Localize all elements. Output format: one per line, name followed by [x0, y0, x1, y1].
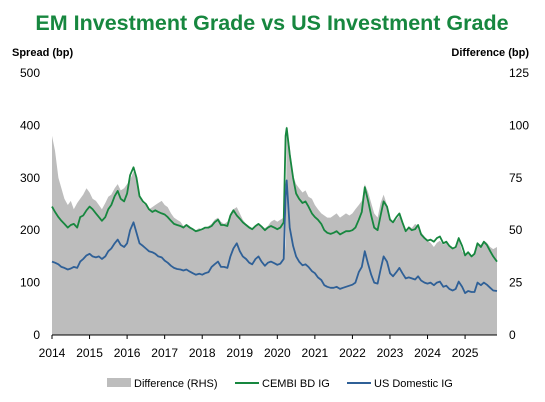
legend-label-us-domestic-ig: US Domestic IG — [374, 378, 453, 390]
x-tick-label-2020: 2020 — [264, 346, 291, 360]
y-left-tick-label-200: 200 — [20, 223, 40, 237]
y-right-tick-label-0: 0 — [509, 328, 516, 342]
y-left-tick-label-400: 400 — [20, 118, 40, 132]
chart-title: EM Investment Grade vs US Investment Gra… — [35, 11, 508, 35]
x-tick-label-2025: 2025 — [452, 346, 479, 360]
x-tick-label-2015: 2015 — [76, 346, 103, 360]
y-left-tick-label-0: 0 — [33, 328, 40, 342]
legend-swatch-difference-rhs — [107, 378, 131, 387]
y-right-tick-label-100: 100 — [509, 118, 529, 132]
y-right-tick-label-125: 125 — [509, 66, 529, 80]
y-right-tick-label-25: 25 — [509, 276, 523, 290]
x-tick-label-2021: 2021 — [302, 346, 329, 360]
x-tick-label-2016: 2016 — [114, 346, 141, 360]
x-tick-label-2022: 2022 — [339, 346, 366, 360]
y-axis-left-label: Spread (bp) — [12, 47, 73, 59]
series-line-us-domestic-ig — [51, 179, 498, 294]
series-line-cembi-bd-ig — [51, 127, 498, 263]
series-area-difference-rhs — [52, 125, 497, 336]
x-tick-label-2023: 2023 — [377, 346, 404, 360]
y-right-tick-label-75: 75 — [509, 171, 523, 185]
x-tick-label-2014: 2014 — [39, 346, 66, 360]
x-tick-label-2019: 2019 — [226, 346, 253, 360]
legend-label-difference-rhs: Difference (RHS) — [134, 378, 218, 390]
axes: 2014 2015 2016 2017 2018 2019 2020 2021 2022 2023… — [20, 66, 529, 360]
y-left-tick-label-500: 500 — [20, 66, 40, 80]
plot-area — [51, 125, 498, 336]
x-tick-label-2018: 2018 — [189, 346, 216, 360]
y-axis-right-label: Difference (bp) — [451, 47, 529, 59]
y-left-tick-label-300: 300 — [20, 171, 40, 185]
x-tick-label-2024: 2024 — [414, 346, 441, 360]
y-right-tick-label-50: 50 — [509, 223, 523, 237]
y-left-tick-label-100: 100 — [20, 276, 40, 290]
legend-label-cembi-bd-ig: CEMBI BD IG — [262, 378, 330, 390]
x-tick-label-2017: 2017 — [151, 346, 178, 360]
legend: Difference (RHS) CEMBI BD IG US Domestic I… — [107, 378, 453, 390]
